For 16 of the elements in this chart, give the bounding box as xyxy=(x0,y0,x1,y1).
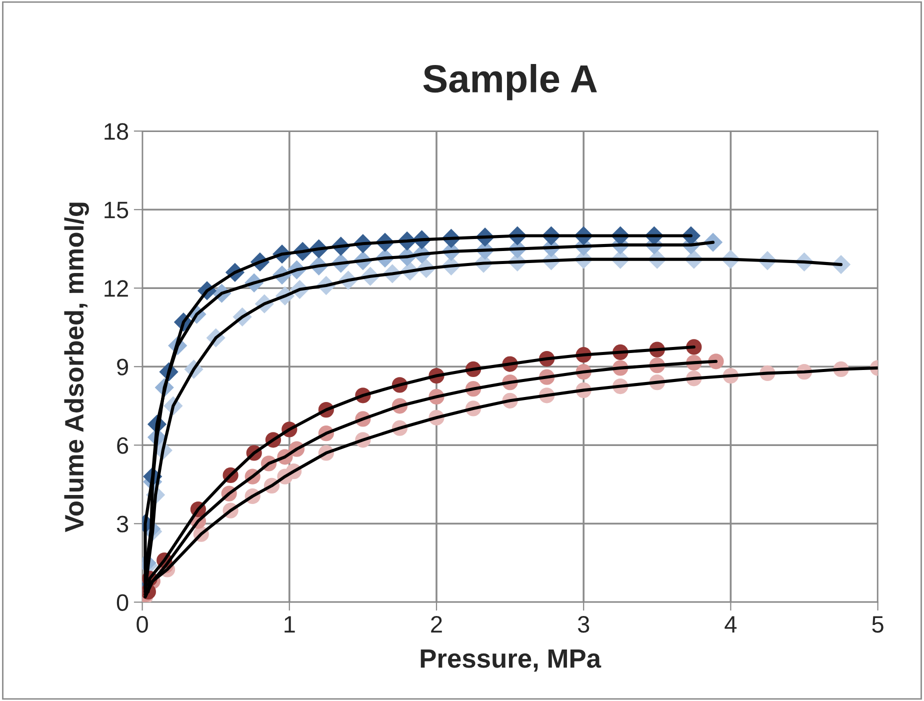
y-tick-label: 15 xyxy=(104,202,128,218)
y-tick-label: 6 xyxy=(117,437,128,454)
x-tick-label: 4 xyxy=(724,616,737,632)
chart-title: Sample A xyxy=(423,64,597,100)
x-tick-label: 2 xyxy=(431,616,442,632)
x-tick-label: 3 xyxy=(578,616,590,633)
y-tick-label: 18 xyxy=(104,123,128,140)
y-tick-label: 0 xyxy=(116,594,128,611)
x-axis-title: Pressure, MPa xyxy=(420,649,602,672)
y-tick-label: 12 xyxy=(104,280,128,297)
x-tick-label: 0 xyxy=(136,616,148,633)
x-tick-label: 1 xyxy=(284,616,295,632)
y-tick-label: 3 xyxy=(116,516,128,532)
y-tick-label: 9 xyxy=(117,358,128,376)
x-tick-label: 5 xyxy=(872,616,884,633)
y-axis-title: Volume Adsorbed, mmol/g xyxy=(64,202,89,532)
